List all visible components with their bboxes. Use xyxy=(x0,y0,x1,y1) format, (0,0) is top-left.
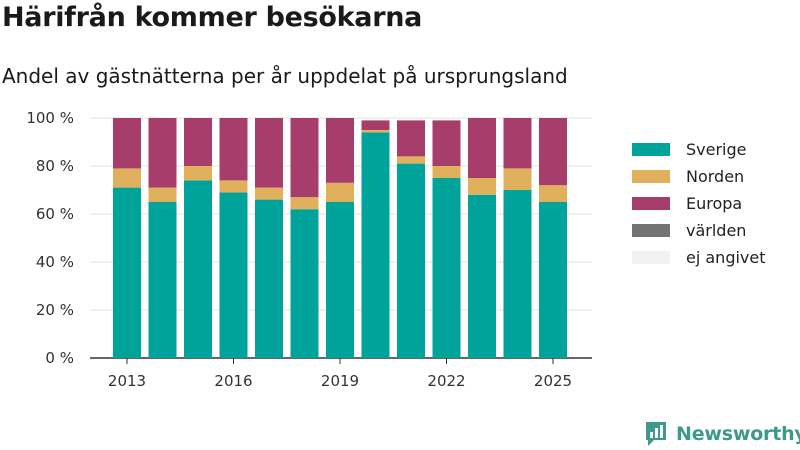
y-tick-label: 20 % xyxy=(36,301,74,319)
bar-segment-europa-2014 xyxy=(148,118,177,188)
bar-segment-norden-2025 xyxy=(539,185,567,202)
bar-segment-europa-2020 xyxy=(361,120,390,130)
bar-segment-europa-2015 xyxy=(184,118,212,166)
bar-segment-sverige-2024 xyxy=(503,190,532,358)
bar-segment-sverige-2013 xyxy=(113,187,141,358)
legend-label: världen xyxy=(686,221,747,240)
y-tick-label: 0 % xyxy=(45,349,74,367)
legend-item: Europa xyxy=(632,190,766,217)
legend-item: Sverige xyxy=(632,136,766,163)
bar-segment-sverige-2015 xyxy=(184,180,212,358)
bar-segment-norden-2024 xyxy=(503,168,532,190)
bar-segment-sverige-2025 xyxy=(539,202,567,358)
x-tick-label: 2019 xyxy=(321,372,359,390)
legend-swatch xyxy=(632,143,670,156)
newsworthy-logo: Newsworthy xyxy=(644,420,800,448)
bar-segment-sverige-2023 xyxy=(468,194,496,358)
x-tick-label: 2013 xyxy=(108,372,146,390)
legend-swatch xyxy=(632,224,670,237)
y-tick-label: 60 % xyxy=(36,205,74,223)
legend-item: Norden xyxy=(632,163,766,190)
chart-title: Härifrån kommer besökarna xyxy=(2,2,423,33)
bar-segment-norden-2016 xyxy=(219,180,248,193)
bar-segment-sverige-2020 xyxy=(361,132,390,358)
y-tick-label: 40 % xyxy=(36,253,74,271)
legend-label: Europa xyxy=(686,194,743,213)
bar-segment-europa-2013 xyxy=(113,118,141,169)
legend-swatch xyxy=(632,197,670,210)
legend-label: ej angivet xyxy=(686,248,766,267)
bar-segment-norden-2019 xyxy=(326,182,354,202)
bar-segment-europa-2016 xyxy=(219,118,248,181)
bar-segment-norden-2018 xyxy=(290,197,319,210)
bars xyxy=(113,118,567,358)
x-tick-label: 2022 xyxy=(427,372,465,390)
bar-segment-europa-2021 xyxy=(397,120,425,157)
bar-segment-norden-2014 xyxy=(148,187,177,202)
bar-segment-europa-2022 xyxy=(432,120,461,166)
bar-chart-icon xyxy=(646,422,666,446)
bar-segment-norden-2015 xyxy=(184,166,212,181)
legend-swatch xyxy=(632,251,670,264)
bar-segment-europa-2018 xyxy=(290,118,319,198)
bar-segment-sverige-2021 xyxy=(397,163,425,358)
bar-segment-sverige-2019 xyxy=(326,202,354,358)
bar-segment-sverige-2016 xyxy=(219,192,248,358)
logo-text: Newsworthy xyxy=(676,423,800,445)
y-tick-label: 80 % xyxy=(36,157,74,175)
legend-item: världen xyxy=(632,217,766,244)
bar-segment-norden-2023 xyxy=(468,178,496,195)
legend-item: ej angivet xyxy=(632,244,766,271)
legend: Sverige Norden Europa världen ej angivet xyxy=(632,136,766,271)
legend-label: Sverige xyxy=(686,140,747,159)
bar-segment-norden-2020 xyxy=(361,130,390,133)
x-axis-ticks: 2013 2016 2019 2022 2025 xyxy=(108,358,572,390)
bar-segment-sverige-2018 xyxy=(290,209,319,358)
x-tick-label: 2016 xyxy=(214,372,252,390)
bar-segment-europa-2019 xyxy=(326,118,354,183)
bar-segment-norden-2022 xyxy=(432,166,461,178)
y-axis-ticks: 0 % 20 % 40 % 60 % 80 % 100 % xyxy=(26,109,74,367)
bar-segment-europa-2017 xyxy=(255,118,283,188)
bar-segment-norden-2021 xyxy=(397,156,425,164)
y-tick-label: 100 % xyxy=(26,109,74,127)
bar-segment-europa-2023 xyxy=(468,118,496,178)
bar-segment-norden-2013 xyxy=(113,168,141,188)
legend-swatch xyxy=(632,170,670,183)
bar-segment-europa-2025 xyxy=(539,118,567,186)
chart-subtitle: Andel av gästnätterna per år uppdelat på… xyxy=(2,64,568,88)
bar-segment-sverige-2014 xyxy=(148,202,177,358)
bar-segment-europa-2024 xyxy=(503,118,532,169)
bar-segment-norden-2017 xyxy=(255,187,283,200)
bar-segment-sverige-2017 xyxy=(255,199,283,358)
bar-segment-sverige-2022 xyxy=(432,178,461,358)
x-tick-label: 2025 xyxy=(534,372,572,390)
legend-label: Norden xyxy=(686,167,745,186)
